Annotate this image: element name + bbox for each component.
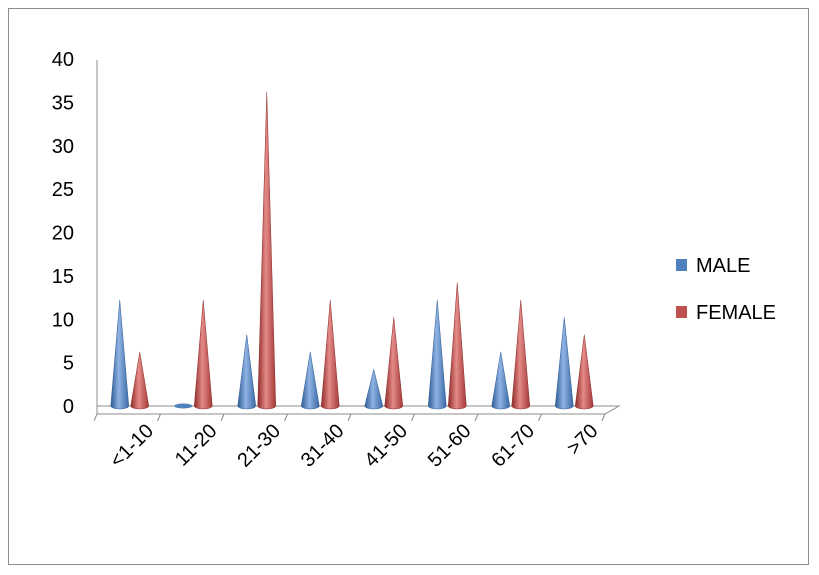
cone-female <box>257 91 277 410</box>
category-label: 41-50 <box>360 420 412 472</box>
cone-male <box>427 299 447 410</box>
x-tick-mark <box>601 413 606 422</box>
cone-male <box>110 299 130 410</box>
x-tick-mark <box>411 413 415 422</box>
chart-frame <box>8 8 809 565</box>
cone-female <box>384 317 404 410</box>
y-tick-label: 30 <box>52 136 74 158</box>
y-tick-label: 25 <box>52 179 74 201</box>
cone-male <box>237 334 257 410</box>
cone-female <box>130 351 150 410</box>
cone-female <box>320 299 340 410</box>
cone-female <box>574 334 594 410</box>
series-cones <box>110 91 594 410</box>
cone-female <box>447 282 467 410</box>
category-label: >70 <box>563 420 603 460</box>
x-tick-mark <box>220 413 225 422</box>
plot-floor <box>96 405 621 415</box>
y-axis-ticks: 0 5 10 15 20 25 30 35 40 <box>52 49 74 418</box>
y-tick-label: 40 <box>52 49 74 71</box>
cone-male <box>491 351 511 410</box>
x-tick-mark <box>347 413 352 422</box>
cone-male <box>554 317 574 410</box>
category-label: 61-70 <box>487 420 539 472</box>
category-labels: <1-10 11-20 21-30 31-40 41-50 51-60 61-70 >70 <box>106 420 603 472</box>
y-tick-label: 10 <box>52 309 74 331</box>
category-label: 21-30 <box>233 420 285 472</box>
y-tick-label: 0 <box>63 396 74 418</box>
legend: MALE FEMALE <box>676 255 776 324</box>
y-tick-label: 35 <box>52 92 74 114</box>
cone-female <box>511 299 531 410</box>
cone-female <box>193 299 213 410</box>
category-label: <1-10 <box>106 420 158 472</box>
legend-label-male: MALE <box>696 255 750 277</box>
category-label: 11-20 <box>171 420 222 471</box>
cone-male <box>364 369 384 410</box>
category-label: 51-60 <box>424 420 476 472</box>
x-tick-mark <box>538 413 542 422</box>
cone-male <box>174 403 193 409</box>
y-tick-label: 20 <box>52 223 74 245</box>
category-label: 31-40 <box>297 420 349 472</box>
y-tick-label: 15 <box>52 266 74 288</box>
legend-label-female: FEMALE <box>696 302 776 324</box>
cone-male <box>300 351 320 410</box>
x-axis-ticks <box>93 413 606 422</box>
x-tick-mark <box>157 413 161 422</box>
x-tick-mark <box>474 413 479 422</box>
legend-swatch-female <box>676 306 687 318</box>
x-tick-mark <box>284 413 288 422</box>
x-tick-mark <box>93 413 98 422</box>
legend-swatch-male <box>676 259 687 271</box>
y-tick-label: 5 <box>63 353 74 375</box>
